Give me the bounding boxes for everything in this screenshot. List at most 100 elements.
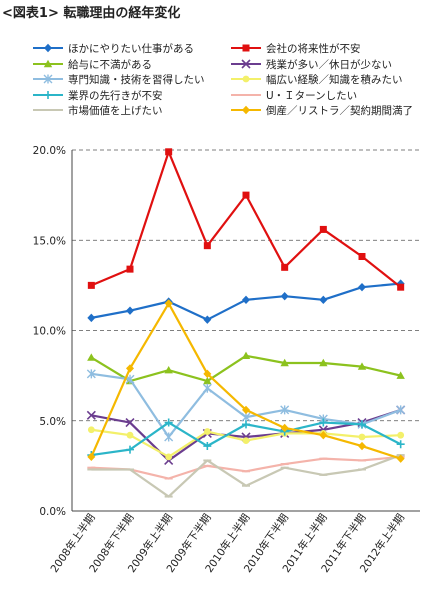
legend-label: 市場価値を上げたい	[68, 105, 163, 117]
series-line	[91, 454, 402, 498]
data-point	[126, 468, 134, 471]
legend-label: 残業が多い／休日が少ない	[266, 58, 392, 71]
series-3	[87, 351, 405, 385]
data-point	[242, 420, 250, 429]
legend-swatch	[231, 58, 261, 69]
data-point	[164, 477, 173, 480]
legend-label: 幅広い経験／知識を積みたい	[266, 74, 403, 86]
data-point	[281, 263, 289, 271]
data-point	[280, 292, 289, 301]
data-point	[86, 410, 96, 420]
series-2	[87, 148, 405, 291]
series-line	[90, 150, 402, 289]
data-point	[280, 423, 289, 433]
legend-swatch-marker	[242, 105, 250, 115]
legend-label: U・Ｉターンしたい	[266, 89, 358, 102]
data-point	[126, 445, 134, 454]
data-point	[126, 265, 134, 273]
y-tick-label: 5.0%	[39, 416, 66, 428]
data-point	[396, 405, 406, 415]
data-point	[203, 369, 212, 379]
legend-label: ほかにやりたい仕事がある	[68, 43, 194, 55]
legend-swatch-marker	[241, 58, 251, 69]
data-point	[164, 418, 173, 427]
data-point	[396, 454, 405, 463]
data-point	[319, 358, 328, 367]
data-point	[242, 295, 250, 305]
data-point	[202, 383, 212, 393]
data-point	[319, 473, 328, 476]
data-point	[126, 364, 134, 373]
page-title: <図表1> 転職理由の経年変化	[2, 6, 181, 21]
data-point	[319, 295, 328, 305]
legend-label: 給与に不満がある	[68, 58, 152, 71]
data-point	[397, 283, 405, 291]
legend-label: 専門知識・技術を習得したい	[68, 74, 205, 86]
data-point	[125, 417, 135, 428]
data-point	[126, 431, 134, 439]
series-8	[87, 455, 405, 480]
data-point	[203, 242, 211, 250]
data-point	[319, 225, 327, 233]
legend-swatch	[33, 59, 63, 67]
data-point	[242, 470, 250, 473]
data-point	[319, 418, 328, 427]
legend-swatch	[33, 109, 63, 111]
data-point	[280, 405, 290, 415]
data-point	[280, 358, 289, 367]
legend-swatch	[33, 74, 63, 84]
legend-swatch-marker	[43, 59, 53, 67]
data-point	[397, 431, 405, 439]
series-1	[87, 279, 405, 324]
data-point	[165, 148, 173, 156]
legend-swatch	[231, 44, 261, 52]
data-point	[358, 441, 366, 451]
y-tick-label: 0.0%	[39, 506, 66, 518]
data-point	[203, 442, 212, 451]
legend-swatch-marker	[44, 90, 52, 99]
data-point	[280, 463, 289, 466]
data-point	[358, 282, 366, 292]
data-point	[87, 353, 96, 361]
data-point	[242, 191, 250, 199]
data-point	[203, 464, 212, 467]
legend-swatch	[231, 75, 261, 83]
data-point	[87, 313, 96, 323]
y-tick-label: 15.0%	[33, 235, 66, 247]
data-point	[358, 468, 366, 471]
data-point	[164, 432, 174, 442]
y-tick-label: 20.0%	[33, 145, 66, 157]
legend-swatch	[33, 43, 63, 53]
legend-swatch	[231, 105, 261, 115]
data-point	[203, 376, 212, 385]
data-point	[126, 306, 134, 315]
data-point	[358, 433, 366, 441]
data-point	[203, 315, 212, 324]
data-point	[358, 420, 366, 429]
legend-swatch	[231, 93, 261, 96]
legend-swatch	[33, 90, 63, 99]
data-point	[87, 426, 95, 434]
data-point	[164, 495, 173, 498]
data-point	[242, 484, 250, 487]
data-point	[358, 459, 366, 462]
data-point	[241, 351, 251, 359]
data-point	[396, 440, 405, 449]
data-point	[358, 252, 366, 260]
data-point	[203, 428, 211, 435]
data-point	[242, 437, 250, 445]
series-6	[87, 426, 405, 461]
legend-swatch-marker	[43, 74, 53, 84]
legend-swatch-marker	[242, 75, 250, 83]
data-point	[319, 457, 328, 460]
legend-swatch-marker	[242, 93, 250, 96]
data-point	[242, 405, 250, 415]
legend-label: 倒産／リストラ／契約期間満了	[266, 105, 413, 117]
data-point	[319, 430, 328, 440]
y-tick-label: 10.0%	[33, 326, 66, 338]
data-point	[164, 299, 173, 308]
data-point	[357, 362, 367, 370]
data-point	[87, 466, 96, 469]
data-point	[241, 412, 251, 422]
